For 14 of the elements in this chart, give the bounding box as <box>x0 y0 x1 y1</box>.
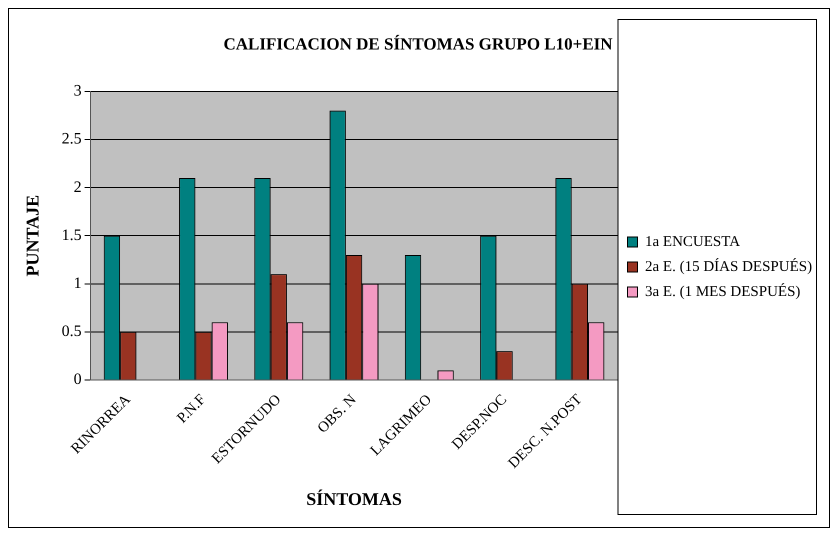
y-tick-label: 3 <box>74 82 82 100</box>
legend-label: 1a ENCUESTA <box>645 234 740 250</box>
y-axis-title: PUNTAJE <box>22 194 42 277</box>
y-tick-label: 1 <box>74 275 82 292</box>
y-tick-label: 0.5 <box>62 323 82 340</box>
chart-title: CALIFICACION DE SÍNTOMAS GRUPO L10+EIN <box>223 34 614 54</box>
x-tick-label: OBS. N <box>314 392 360 437</box>
legend-label: 3a E. (1 MES DESPUÉS) <box>645 282 800 300</box>
legend-label: 2a E. (15 DÍAS DESPUÉS) <box>645 258 812 275</box>
x-axis-title: SÍNTOMAS <box>306 488 402 509</box>
y-tick-label: 2 <box>74 178 82 196</box>
y-tick-label: 0 <box>74 371 82 388</box>
y-tick-label: 2.5 <box>62 130 82 148</box>
y-tick-label: 1.5 <box>62 226 82 244</box>
